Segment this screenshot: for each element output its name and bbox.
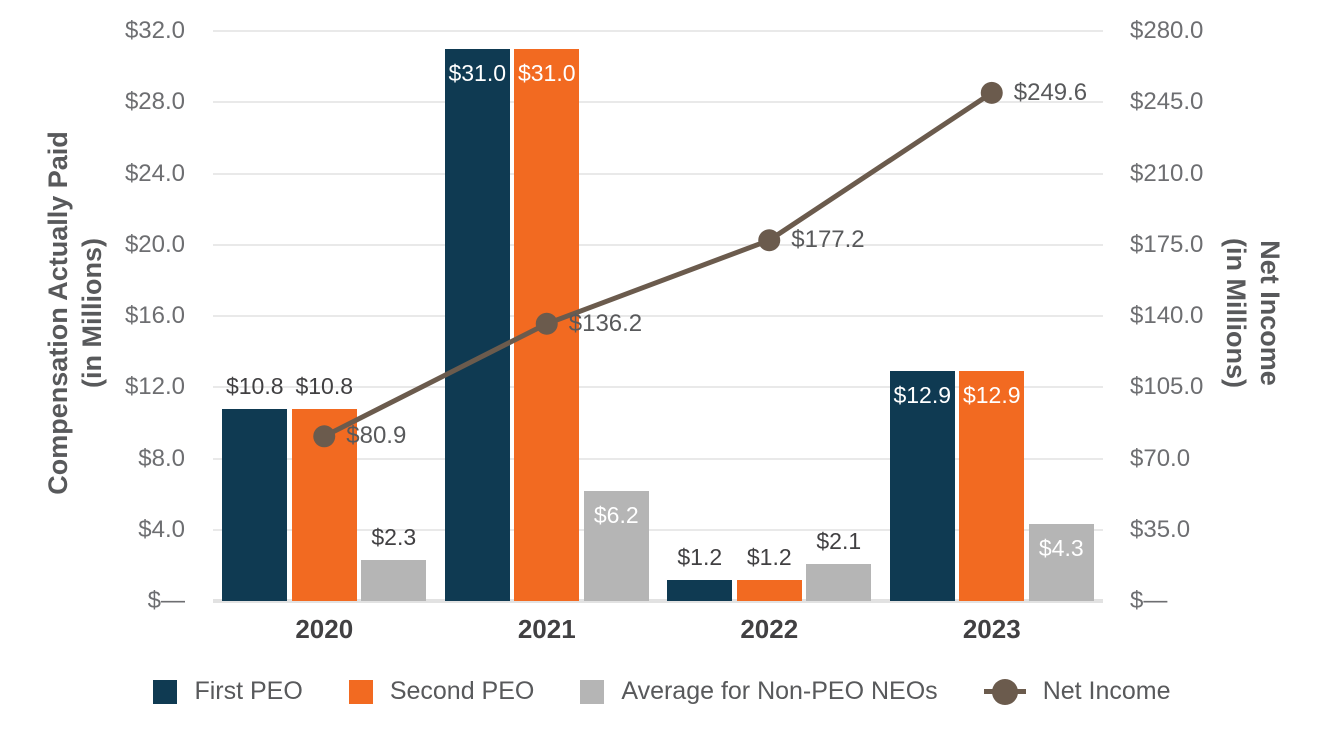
gridline (213, 172, 1103, 175)
bar-first-peo-2022 (667, 579, 733, 601)
x-axis-category-label: 2021 (517, 614, 576, 644)
right-axis-tick-label: $— (1130, 587, 1168, 614)
legend-item-second-peo: Second PEO (348, 677, 535, 706)
second-peo-swatch-icon (348, 679, 373, 704)
right-axis-tick-label: $245.0 (1130, 88, 1204, 116)
gridline (213, 30, 1103, 32)
bar-value-label: $10.8 (225, 372, 284, 399)
legend: First PEO Second PEO Average for Non-PEO… (0, 677, 1324, 706)
x-axis-category-label: 2023 (962, 614, 1021, 644)
x-axis-category-label: 2022 (740, 614, 799, 644)
legend-label-net-income: Net Income (1042, 677, 1171, 705)
bar-first-peo-2021 (444, 48, 510, 601)
left-axis-tick-label: $16.0 (124, 302, 185, 329)
right-axis-tick-label: $210.0 (1130, 159, 1204, 187)
bar-first-peo-2020 (222, 408, 288, 601)
bar-value-label: $31.0 (448, 59, 507, 86)
net-income-value-label: $136.2 (568, 309, 643, 337)
bar-value-label: $4.3 (1038, 535, 1084, 562)
bar-average-for-non-peo-neos-2021 (583, 490, 649, 601)
bar-value-label: $12.9 (962, 382, 1021, 409)
net-income-value-label: $177.2 (791, 226, 865, 254)
legend-item-non-peo-neos: Average for Non-PEO NEOs (580, 677, 938, 706)
bar-average-for-non-peo-neos-2020 (361, 560, 427, 601)
right-axis-tick-label: $70.0 (1130, 444, 1191, 472)
right-axis-tick-label: $280.0 (1130, 17, 1204, 44)
right-axis-tick-label: $105.0 (1130, 373, 1204, 401)
gridline (213, 101, 1103, 104)
first-peo-swatch-icon (153, 679, 178, 704)
bar-value-label: $2.3 (371, 524, 417, 551)
gridline (213, 315, 1103, 317)
gridline (213, 528, 1103, 531)
legend-item-net-income: Net Income (983, 677, 1171, 706)
right-axis-tick-label: $140.0 (1130, 302, 1204, 329)
left-axis-tick-label: $28.0 (124, 88, 185, 116)
x-axis-line (213, 599, 1103, 603)
bar-value-label: $6.2 (593, 501, 639, 528)
net-income-swatch-icon (983, 678, 1026, 705)
bar-value-label: $31.0 (517, 59, 576, 86)
legend-label-second-peo: Second PEO (389, 677, 535, 705)
bar-average-for-non-peo-neos-2023 (1028, 524, 1094, 601)
gridline (213, 243, 1103, 246)
left-axis-tick-label: $4.0 (138, 515, 185, 543)
net-income-value-label: $249.6 (1013, 78, 1088, 106)
left-axis-tick-label: $32.0 (124, 17, 185, 44)
left-axis-tick-label: $8.0 (138, 444, 185, 472)
bar-value-label: $1.2 (746, 543, 792, 570)
gridline (213, 457, 1103, 460)
left-axis-tick-label: $12.0 (124, 373, 185, 401)
left-axis-tick-label: $20.0 (124, 230, 185, 258)
x-axis-category-label: 2020 (295, 614, 354, 644)
legend-item-first-peo: First PEO (153, 677, 303, 706)
right-axis-tick-label: $175.0 (1130, 230, 1204, 258)
right-axis-tick-label: $35.0 (1130, 515, 1191, 543)
net-income-point (758, 229, 781, 252)
bar-second-peo-2022 (736, 579, 802, 601)
legend-label-first-peo: First PEO (194, 677, 303, 705)
left-axis-tick-label: $— (147, 587, 185, 614)
bar-value-label: $2.1 (816, 527, 862, 554)
bar-average-for-non-peo-neos-2022 (806, 563, 872, 601)
left-axis-tick-label: $24.0 (124, 159, 185, 187)
net-income-swatch-dot (991, 678, 1018, 705)
bar-value-label: $1.2 (677, 543, 723, 570)
legend-label-non-peo-neos: Average for Non-PEO NEOs (621, 677, 938, 705)
bar-value-label: $10.8 (295, 372, 354, 399)
net-income-value-label: $80.9 (346, 422, 407, 450)
non-peo-neos-swatch-icon (580, 679, 605, 704)
